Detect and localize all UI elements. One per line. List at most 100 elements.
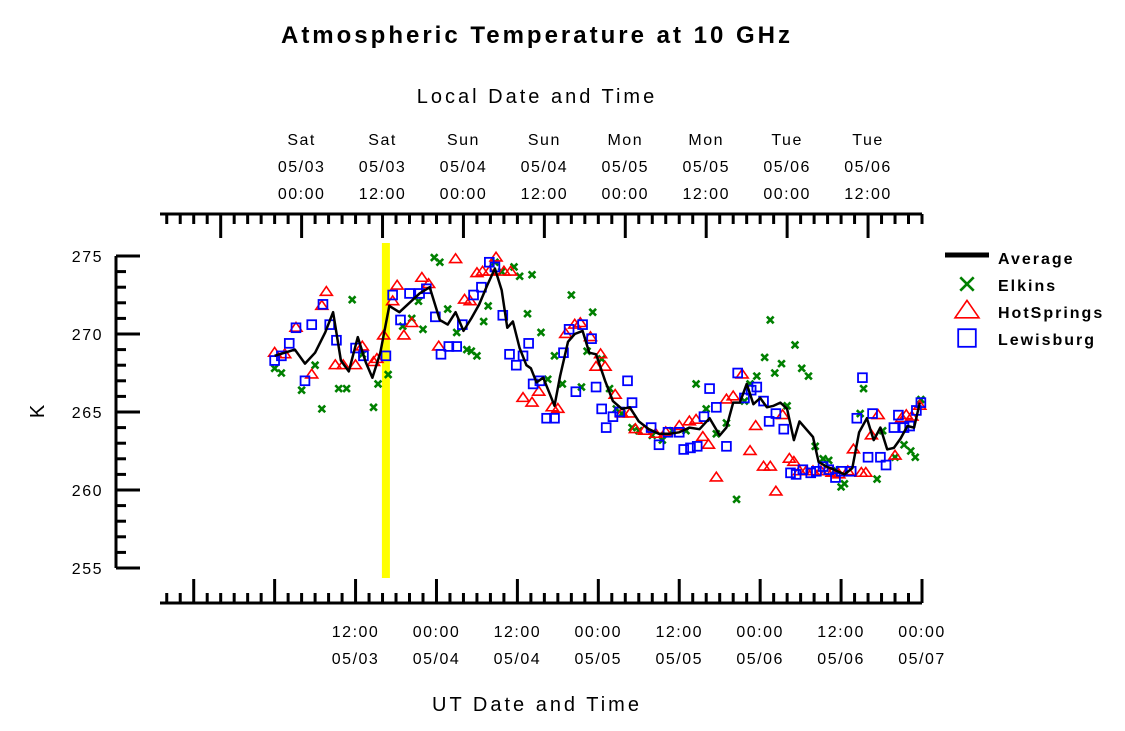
top-tick-label: 05/04 [440,159,488,176]
bottom-tick-label: 00:00 [898,624,946,641]
series-elkins [270,253,926,504]
top-tick-label: 05/05 [682,159,730,176]
lewisburg-point [451,341,463,352]
hotsprings-point [404,316,420,328]
legend-label-elkins: Elkins [998,278,1057,295]
hotsprings-point [748,419,764,431]
hotsprings-point [318,285,334,297]
hotsprings-point [887,448,903,460]
hotsprings-point [396,328,412,340]
lewisburg-point [830,472,841,483]
lewisburg-point [678,444,690,455]
lewisburg-point [435,348,447,360]
elkins-point [588,307,597,317]
elkins-point [550,351,559,361]
hotsprings-point [448,252,464,264]
legend-hotsprings-marker [953,298,981,319]
lewisburg-point [711,402,722,413]
elkins-point [369,403,378,412]
legend: Average Elkins HotSprings Lewisburg [945,251,1104,349]
lewisburg-point [626,397,638,408]
top-tick-label: 05/05 [602,159,650,176]
hotsprings-point [348,358,364,370]
elkins-point [910,452,920,462]
elkins-point [567,290,576,300]
hotsprings-point [708,470,724,482]
lewisburg-point [915,397,927,408]
lewisburg-point [600,422,612,433]
elkins-point [317,404,327,414]
elkins-point [515,272,524,281]
lewisburg-point [590,381,602,393]
top-tick-label: Sun [528,132,561,149]
lewisburg-point [751,381,763,393]
elkins-point [797,364,807,373]
bottom-tick-label: 00:00 [575,624,623,641]
bottom-tick-label: 05/06 [736,651,784,668]
legend-lewisburg-marker [957,328,977,348]
top-tick-label: Sat [287,132,316,149]
legend-label-hotsprings: HotSprings [998,305,1104,322]
top-tick-label: Sat [368,132,397,149]
bottom-axis-title: UT Date and Time [432,694,642,716]
bottom-tick-label: 12:00 [655,624,703,641]
elkins-point [523,309,532,318]
hotsprings-point [695,430,711,442]
hotsprings-point [718,392,734,404]
lewisburg-point [517,350,529,362]
y-tick-label: 270 [72,327,103,344]
lewisburg-point [785,467,796,479]
hotsprings-point [768,484,784,496]
y-tick-label: 260 [72,483,103,500]
lewisburg-point [541,412,552,424]
hotsprings-point [469,266,485,278]
lewisburg-point [317,299,329,310]
elkins-point [691,379,701,389]
bottom-tick-label: 00:00 [736,624,784,641]
bottom-tick-label: 05/05 [575,651,623,668]
top-tick-label: Mon [688,132,724,149]
lewisburg-point [622,375,633,387]
elkins-point [527,270,537,279]
hotsprings-point [288,321,304,332]
bottom-tick-label: 05/07 [898,651,946,668]
elkins-point [577,382,586,392]
hotsprings-point [725,389,741,401]
elkins-point [483,301,493,311]
elkins-point [804,371,813,381]
bottom-tick-label: 12:00 [817,624,865,641]
top-tick-label: 05/06 [844,159,892,176]
bottom-axis: 12:00 05/03 00:00 05/04 12:00 05/04 00:00 05/05… [160,579,946,668]
elkins-point [373,379,383,389]
bottom-tick-label: 12:00 [494,624,542,641]
lewisburg-point [563,324,575,335]
elkins-point [840,479,849,489]
elkins-point [777,359,786,368]
bottom-tick-label: 05/05 [655,651,703,668]
hotsprings-point [762,459,778,471]
elkins-point [536,328,546,337]
hotsprings-point [503,264,519,276]
elkins-point [701,404,711,414]
hotsprings-point [421,277,437,289]
average-line [274,267,922,476]
y-axis-label: K [27,402,49,418]
elkins-point [418,325,428,334]
elkins-point [277,368,286,378]
lewisburg-point [395,314,406,326]
lewisburg-point [523,338,534,349]
hotsprings-point [863,428,879,440]
elkins-point [872,474,882,484]
lewisburg-point [504,348,515,360]
hotsprings-point [824,466,840,478]
hotsprings-point [488,250,504,262]
lewisburg-point [685,442,696,454]
top-tick-label: Tue [771,132,802,149]
hotsprings-point [327,358,343,370]
legend-label-lewisburg: Lewisburg [998,332,1096,349]
hotsprings-point [858,466,874,478]
lewisburg-point [851,412,863,424]
lewisburg-point [893,409,904,421]
top-tick-label: Sun [447,132,480,149]
